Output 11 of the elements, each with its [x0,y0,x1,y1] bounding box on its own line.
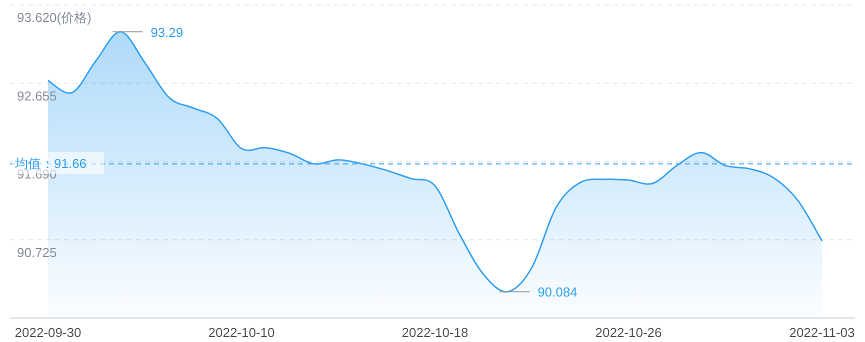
x-tick-label: 2022-11-03 [789,325,855,340]
ref-line-label: 均值：91.66 [14,156,87,171]
data-label: 90.084 [538,284,578,300]
x-tick-label: 2022-10-26 [595,325,662,340]
y-tick-label: 92.655 [17,88,57,104]
x-tick-label: 2022-09-30 [14,325,82,340]
y-tick-label: 90.725 [17,244,57,260]
x-tick-label: 2022-10-18 [402,325,468,340]
y-tick-label: 93.620(价格) [17,10,92,25]
data-label: 93.29 [150,24,184,40]
x-tick-label: 2022-10-10 [208,325,275,340]
